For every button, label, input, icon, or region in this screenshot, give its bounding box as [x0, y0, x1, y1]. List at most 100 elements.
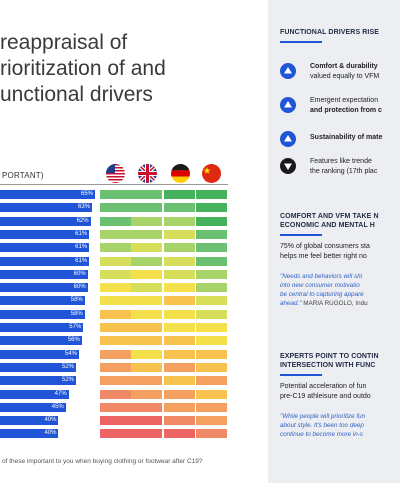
heatmap-cell — [131, 190, 162, 199]
bar-value-label: 45% — [51, 403, 64, 410]
title-line-2: rioritization of and — [0, 57, 166, 80]
driver-text-bold: and protection from c — [310, 107, 382, 114]
heatmap-cell — [100, 402, 131, 412]
quote-text: continue to become more in-s — [280, 431, 363, 438]
driver-text: Emergent expectation — [310, 97, 379, 104]
insights-panel — [268, 0, 400, 483]
heatmap-cell — [164, 190, 195, 199]
importance-chart: 65% 63% 62% 61% 61% 61% 60% 60% 58% 58% 57% 56% 54% 5… — [0, 190, 227, 439]
driver-text: Features like trende — [310, 158, 372, 165]
section-experts: EXPERTS POINT TO CONTIN INTERSECTION WIT… — [280, 352, 400, 439]
heatmap-cell — [100, 296, 131, 306]
heatmap-cell — [100, 416, 131, 426]
heatmap-cell — [196, 389, 227, 399]
heatmap-cell — [100, 283, 131, 293]
bar-value-label: 61% — [75, 257, 88, 264]
heatmap-cell — [131, 283, 162, 293]
heatmap-cell — [196, 216, 227, 226]
bar-value-label: 61% — [75, 230, 88, 237]
heatmap-cell — [196, 362, 227, 372]
bar-value-label: 40% — [44, 430, 57, 437]
quote-text: about style. It's been too deep — [280, 422, 364, 429]
heatmap-cell — [164, 216, 195, 226]
driver-item: Comfort & durability valued equally to V… — [280, 62, 400, 84]
bar — [0, 376, 76, 386]
heatmap-cell — [131, 296, 162, 306]
heatmap-cell — [164, 229, 195, 239]
bar — [0, 203, 93, 213]
bar-value-label: 63% — [78, 204, 91, 211]
driver-text: the ranking (17th plac — [310, 168, 378, 175]
heatmap-cell — [131, 323, 162, 332]
driver-text: valued equally to VFM — [310, 73, 380, 80]
heatmap-cell — [164, 269, 195, 279]
quote-author: MARIA RUGOLO, Indu — [301, 300, 368, 307]
heading-underline — [280, 41, 322, 43]
bar-value-label: 47% — [54, 390, 67, 397]
heatmap-cell — [100, 323, 131, 332]
heatmap-cell — [196, 256, 227, 266]
footnote: of these important to you when buying cl… — [2, 458, 203, 465]
bar — [0, 309, 85, 319]
body-text: pre-C19 athleisure and outdo — [280, 393, 371, 400]
section-comfort-vfm: COMFORT AND VFM TAKE N ECONOMIC AND MENT… — [280, 212, 400, 308]
heatmap-cell — [100, 203, 131, 213]
driver-bold: Comfort & durability — [310, 63, 378, 70]
heatmap-cell — [164, 309, 195, 319]
heatmap-cell — [196, 416, 227, 426]
bar — [0, 416, 59, 426]
down-arrow-icon — [280, 158, 296, 174]
bar-value-label: 60% — [73, 284, 86, 291]
bar — [0, 402, 66, 412]
heatmap-cell — [164, 283, 195, 293]
heatmap-cell — [131, 229, 162, 239]
heatmap-cell — [100, 429, 131, 439]
heatmap-cell — [131, 216, 162, 226]
bar — [0, 216, 91, 226]
heatmap-cell — [196, 349, 227, 359]
heatmap-cell — [196, 336, 227, 346]
heatmap-cell — [164, 349, 195, 359]
heatmap-cell — [131, 256, 162, 266]
heatmap-cell — [196, 429, 227, 439]
heatmap-cell — [196, 309, 227, 319]
heatmap-cell — [164, 256, 195, 266]
heatmap-cell — [196, 243, 227, 253]
section-functional-drivers: FUNCTIONAL DRIVERS RISE — [280, 28, 400, 43]
heatmap-cell — [131, 389, 162, 399]
header-divider — [0, 184, 228, 185]
heatmap-cell — [196, 296, 227, 306]
heatmap-cell — [164, 203, 195, 213]
section-heading: ECONOMIC AND MENTAL H — [280, 222, 375, 229]
heatmap-cell — [164, 243, 195, 253]
bar — [0, 429, 59, 439]
heatmap-cell — [196, 229, 227, 239]
heatmap-cell — [164, 429, 195, 439]
heatmap-cell — [131, 402, 162, 412]
heatmap-cell — [164, 296, 195, 306]
bar — [0, 323, 84, 332]
bar — [0, 283, 88, 293]
bar — [0, 243, 90, 253]
page-title: reappraisal of rioritization of and unct… — [0, 30, 166, 108]
up-arrow-icon — [280, 63, 296, 79]
bar-value-label: 54% — [64, 350, 77, 357]
section-heading: FUNCTIONAL DRIVERS RISE — [280, 29, 380, 36]
heatmap-cell — [131, 416, 162, 426]
heatmap-cell — [131, 243, 162, 253]
quote-text: "Needs and behaviors will shi — [280, 273, 363, 280]
bar-value-label: 62% — [76, 217, 89, 224]
heatmap-cell — [196, 269, 227, 279]
heatmap-cell — [164, 336, 195, 346]
title-line-1: reappraisal of — [0, 31, 128, 54]
heatmap-cell — [131, 203, 162, 213]
bar-value-label: 65% — [80, 191, 93, 197]
bar — [0, 190, 95, 199]
chart-panel — [0, 0, 268, 483]
bar-value-label: 58% — [70, 297, 83, 304]
up-arrow-icon — [280, 97, 296, 113]
heatmap-cell — [131, 362, 162, 372]
china-flag-icon — [202, 164, 221, 183]
bar — [0, 229, 90, 239]
bar — [0, 362, 76, 372]
